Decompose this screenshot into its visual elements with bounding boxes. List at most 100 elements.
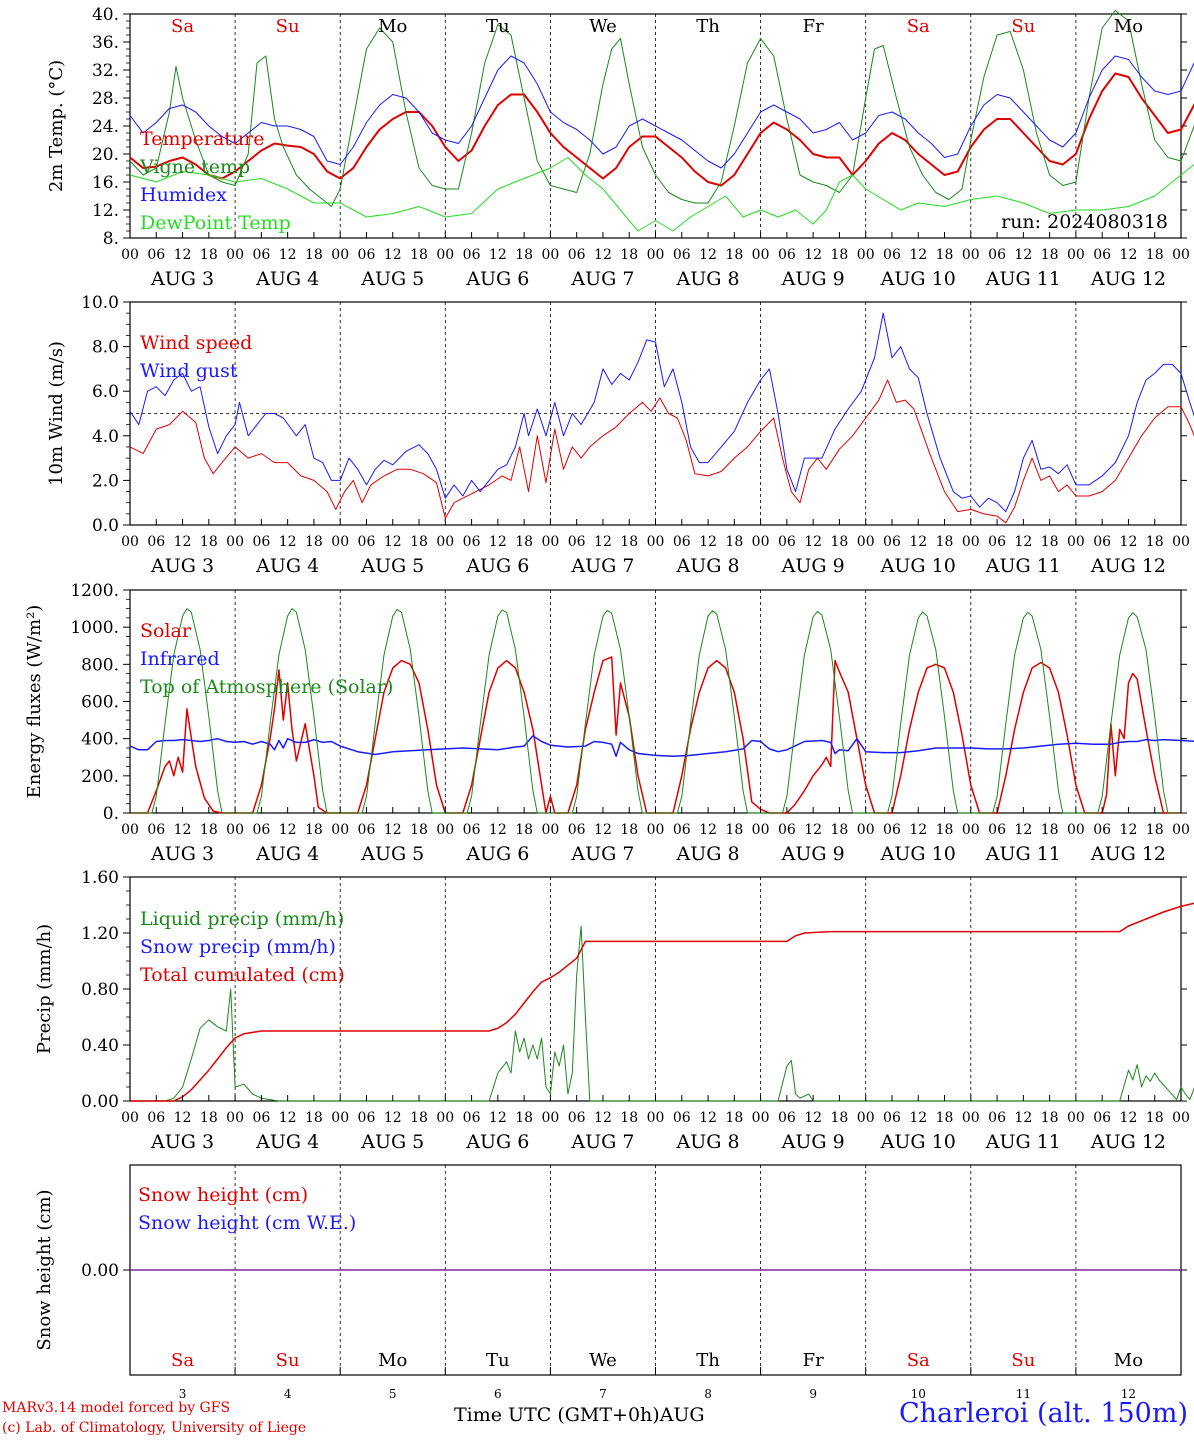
panel-frame [129, 589, 1182, 814]
legend-entry: Humidex [140, 184, 227, 206]
hour-tick-label: 06 [988, 822, 1006, 838]
hour-tick-label: 12 [174, 1110, 192, 1126]
day-tick-label: AUG 6 [465, 268, 529, 290]
hour-tick-label: 12 [1014, 534, 1032, 550]
hour-tick-label: 18 [831, 247, 849, 263]
time-axis-title: Time UTC (GMT+0h)AUG [454, 1404, 705, 1426]
day-tick-label: AUG 12 [1090, 555, 1166, 577]
series-line-humidex [129, 55, 1194, 169]
weekday-label: Th [696, 1350, 720, 1371]
hour-tick-label: 18 [200, 247, 218, 263]
series-line-wind-gust [129, 312, 1194, 513]
hour-tick-label: 06 [778, 247, 796, 263]
hour-tick-label: 12 [594, 534, 612, 550]
panel-3: 0. 200. 400. 600. 800. 1000. 1200. Energy fluxe… [24, 581, 1194, 865]
day-tick-label: AUG 12 [1090, 268, 1166, 290]
hour-tick-label: 12 [384, 1110, 402, 1126]
hour-tick-label: 18 [410, 1110, 428, 1126]
day-tick-label: AUG 8 [676, 1131, 740, 1153]
y-tick-label: 1.20 [81, 924, 119, 944]
day-tick-label: AUG 12 [1090, 1131, 1166, 1153]
hour-tick-label: 12 [699, 822, 717, 838]
hour-tick-label: 06 [358, 822, 376, 838]
hour-tick-label: 12 [489, 1110, 507, 1126]
hour-tick-label: 12 [1014, 1110, 1032, 1126]
hour-tick-label: 06 [883, 1110, 901, 1126]
hour-tick-label: 18 [1041, 1110, 1059, 1126]
hour-tick-label: 06 [778, 822, 796, 838]
y-tick-label: 12. [92, 201, 119, 221]
hour-tick-label: 06 [463, 822, 481, 838]
hour-tick-label: 06 [252, 822, 270, 838]
hour-tick-label: 00 [226, 534, 244, 550]
y-tick-label: 0.0 [92, 516, 119, 536]
day-tick-label: AUG 3 [150, 555, 214, 577]
day-tick-label: AUG 10 [880, 268, 956, 290]
hour-tick-label: 12 [489, 534, 507, 550]
y-tick-label: 24. [92, 117, 119, 137]
hour-tick-label: 18 [305, 822, 323, 838]
hour-tick-label: 18 [620, 1110, 638, 1126]
hour-tick-label: 12 [384, 247, 402, 263]
day-tick-label: AUG 7 [570, 843, 634, 865]
hour-tick-label: 18 [305, 534, 323, 550]
hour-tick-label: 00 [857, 822, 875, 838]
hour-tick-label: 18 [620, 247, 638, 263]
hour-tick-label: 00 [1067, 822, 1085, 838]
hour-tick-label: 06 [358, 1110, 376, 1126]
day-tick-label: AUG 11 [985, 555, 1061, 577]
series-line-temperature [129, 72, 1194, 187]
hour-tick-label: 12 [384, 822, 402, 838]
day-tick-label: AUG 4 [255, 1131, 319, 1153]
hour-tick-label: 00 [121, 534, 139, 550]
hour-tick-label: 12 [1120, 247, 1138, 263]
lab-credit: (c) Lab. of Climatology, University of L… [2, 1420, 307, 1436]
hour-tick-label: 00 [226, 247, 244, 263]
day-tick-label: AUG 6 [465, 555, 529, 577]
hour-tick-label: 18 [725, 822, 743, 838]
weekday-label: Th [696, 16, 720, 37]
legend-entry: Wind gust [140, 360, 238, 382]
day-tick-label: AUG 9 [781, 268, 845, 290]
weekday-label: We [589, 1350, 617, 1371]
y-axis-label: 2m Temp. (°C) [46, 60, 67, 192]
hour-tick-label: 12 [594, 1110, 612, 1126]
hour-tick-label: 00 [331, 822, 349, 838]
legend-entry: Snow precip (mm/h) [140, 936, 336, 958]
day-tick-label: AUG 9 [781, 555, 845, 577]
hour-tick-label: 12 [489, 822, 507, 838]
hour-tick-label: 06 [1093, 534, 1111, 550]
hour-tick-label: 18 [305, 1110, 323, 1126]
hour-tick-label: 18 [1146, 822, 1164, 838]
hour-tick-label: 00 [962, 534, 980, 550]
hour-tick-label: 06 [147, 534, 165, 550]
hour-tick-label: 06 [673, 822, 691, 838]
hour-tick-label: 00 [331, 1110, 349, 1126]
hour-tick-label: 06 [988, 534, 1006, 550]
hour-tick-label: 12 [279, 1110, 297, 1126]
hour-tick-label: 18 [831, 822, 849, 838]
hour-tick-label: 00 [541, 534, 559, 550]
y-tick-label: 1000. [70, 618, 119, 638]
y-axis-label: 10m Wind (m/s) [46, 341, 67, 486]
y-tick-label: 20. [92, 145, 119, 165]
hour-tick-label: 00 [962, 1110, 980, 1126]
hour-tick-label: 18 [936, 1110, 954, 1126]
day-number-label: 7 [599, 1387, 607, 1401]
hour-tick-label: 18 [515, 1110, 533, 1126]
hour-tick-label: 18 [620, 822, 638, 838]
hour-tick-label: 00 [647, 1110, 665, 1126]
y-tick-label: 36. [92, 33, 119, 53]
hour-tick-label: 18 [831, 534, 849, 550]
legend-entry: Temperature [140, 128, 264, 150]
hour-tick-label: 00 [1172, 247, 1190, 263]
hour-tick-label: 18 [1041, 822, 1059, 838]
hour-tick-label: 12 [1120, 534, 1138, 550]
hour-tick-label: 00 [752, 1110, 770, 1126]
y-tick-label: 1200. [70, 581, 119, 601]
day-number-label: 3 [179, 1387, 187, 1401]
hour-tick-label: 00 [647, 822, 665, 838]
hour-tick-label: 06 [778, 1110, 796, 1126]
hour-tick-label: 18 [725, 1110, 743, 1126]
hour-tick-label: 06 [673, 1110, 691, 1126]
